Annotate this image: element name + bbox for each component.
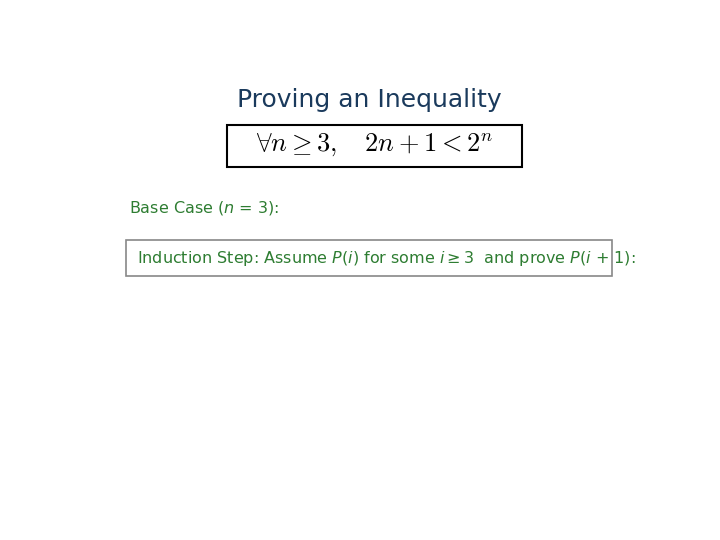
Text: $\forall n \geq 3, \quad 2n + 1 < 2^{n}$: $\forall n \geq 3, \quad 2n + 1 < 2^{n}$: [256, 132, 493, 159]
Text: Base Case ($n$ = 3):: Base Case ($n$ = 3):: [129, 199, 279, 217]
FancyBboxPatch shape: [227, 125, 523, 167]
Text: Proving an Inequality: Proving an Inequality: [237, 88, 501, 112]
FancyBboxPatch shape: [126, 240, 612, 276]
Text: Induction Step: Assume $P$($i$) for some $i \geq 3$  and prove $P$($i$ + 1):: Induction Step: Assume $P$($i$) for some…: [138, 248, 636, 268]
